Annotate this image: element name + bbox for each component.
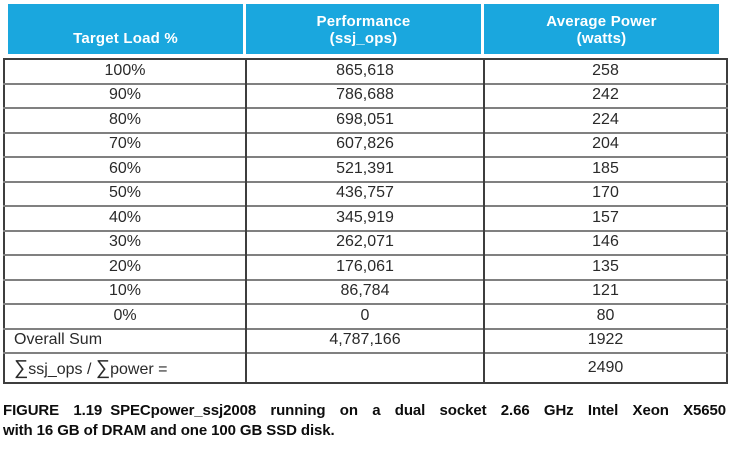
cell-performance: 0 bbox=[245, 303, 484, 329]
cell-average-power: 170 bbox=[483, 180, 727, 206]
header-line: Average Power bbox=[546, 13, 657, 30]
header-cell-performance: Performance (ssj_ops) bbox=[246, 4, 481, 54]
cell-average-power: 121 bbox=[483, 278, 727, 304]
cell-performance: 436,757 bbox=[245, 180, 484, 206]
cell-target-load: 30% bbox=[4, 229, 246, 255]
header-cell-target-load: Target Load % bbox=[8, 4, 243, 54]
cell-performance: 786,688 bbox=[245, 82, 484, 108]
table-row: 40% 345,919 157 bbox=[4, 205, 727, 231]
caption-line-1-text: SPECpower_ssj2008 running on a dual sock… bbox=[110, 402, 726, 419]
overall-sum-power: 1922 bbox=[483, 327, 727, 353]
sigma-symbol: ∑ bbox=[95, 356, 111, 379]
header-line: (ssj_ops) bbox=[329, 30, 398, 47]
cell-average-power: 135 bbox=[483, 254, 727, 280]
cell-performance: 176,061 bbox=[245, 254, 484, 280]
overall-sum-row: Overall Sum 4,787,166 1922 bbox=[4, 327, 727, 353]
table-row: 70% 607,826 204 bbox=[4, 131, 727, 157]
table-header-row: Target Load % Performance (ssj_ops) Aver… bbox=[8, 4, 719, 54]
cell-average-power: 242 bbox=[483, 82, 727, 108]
cell-performance: 698,051 bbox=[245, 107, 484, 133]
cell-performance: 607,826 bbox=[245, 131, 484, 157]
sigma-symbol: ∑ bbox=[14, 356, 29, 379]
cell-performance: 865,618 bbox=[245, 59, 484, 84]
table-row: 30% 262,071 146 bbox=[4, 229, 727, 255]
cell-performance: 86,784 bbox=[245, 278, 484, 304]
table-row: 100% 865,618 258 bbox=[4, 59, 727, 84]
ratio-label-part2: power = bbox=[110, 360, 168, 378]
cell-target-load: 60% bbox=[4, 156, 246, 182]
cell-target-load: 20% bbox=[4, 254, 246, 280]
table-row: 90% 786,688 242 bbox=[4, 82, 727, 108]
cell-target-load: 50% bbox=[4, 180, 246, 206]
caption-line-1: FIGURE 1.19 SPECpower_ssj2008 running on … bbox=[3, 401, 726, 421]
table-row: 80% 698,051 224 bbox=[4, 107, 727, 133]
cell-target-load: 40% bbox=[4, 205, 246, 231]
cell-target-load: 80% bbox=[4, 107, 246, 133]
cell-average-power: 80 bbox=[483, 303, 727, 329]
cell-performance: 345,919 bbox=[245, 205, 484, 231]
table-row: 60% 521,391 185 bbox=[4, 156, 727, 182]
cell-target-load: 100% bbox=[104, 61, 146, 79]
header-cell-average-power: Average Power (watts) bbox=[484, 4, 719, 54]
cell-average-power: 185 bbox=[483, 156, 727, 182]
cell-average-power: 258 bbox=[483, 59, 727, 84]
ratio-row: ∑ssj_ops / ∑power = 2490 bbox=[4, 352, 727, 383]
overall-sum-perf: 4,787,166 bbox=[245, 327, 484, 353]
caption-line-2: with 16 GB of DRAM and one 100 GB SSD di… bbox=[3, 422, 335, 439]
cell-average-power: 204 bbox=[483, 131, 727, 157]
overall-sum-label: Overall Sum bbox=[4, 327, 246, 353]
cell-target-load: 0% bbox=[4, 303, 246, 329]
ratio-label-part1: ssj_ops / bbox=[28, 360, 96, 378]
table-row: 0% 0 80 bbox=[4, 303, 727, 329]
cell-target-load: 10% bbox=[4, 278, 246, 304]
cell-performance: 521,391 bbox=[245, 156, 484, 182]
cell-average-power: 224 bbox=[483, 107, 727, 133]
caption-figure-label: FIGURE 1.19 bbox=[3, 402, 103, 419]
table-row: 10% 86,784 121 bbox=[4, 278, 727, 304]
header-line: Target Load % bbox=[73, 30, 178, 47]
figure-caption: FIGURE 1.19 SPECpower_ssj2008 running on … bbox=[3, 401, 726, 441]
ratio-label: ∑ssj_ops / ∑power = bbox=[4, 352, 246, 383]
cell-performance: 262,071 bbox=[245, 229, 484, 255]
cell-average-power: 157 bbox=[483, 205, 727, 231]
data-table: 100% 865,618 258 90% 786,688 242 80% 698… bbox=[3, 58, 728, 384]
cell-target-load: 70% bbox=[4, 131, 246, 157]
ratio-perf bbox=[245, 352, 484, 383]
ratio-power: 2490 bbox=[483, 352, 727, 383]
cell-average-power: 146 bbox=[483, 229, 727, 255]
header-line: Performance bbox=[316, 13, 411, 30]
header-line: (watts) bbox=[576, 30, 627, 47]
table-row: 20% 176,061 135 bbox=[4, 254, 727, 280]
table-row: 50% 436,757 170 bbox=[4, 180, 727, 206]
cell-target-load: 90% bbox=[4, 82, 246, 108]
